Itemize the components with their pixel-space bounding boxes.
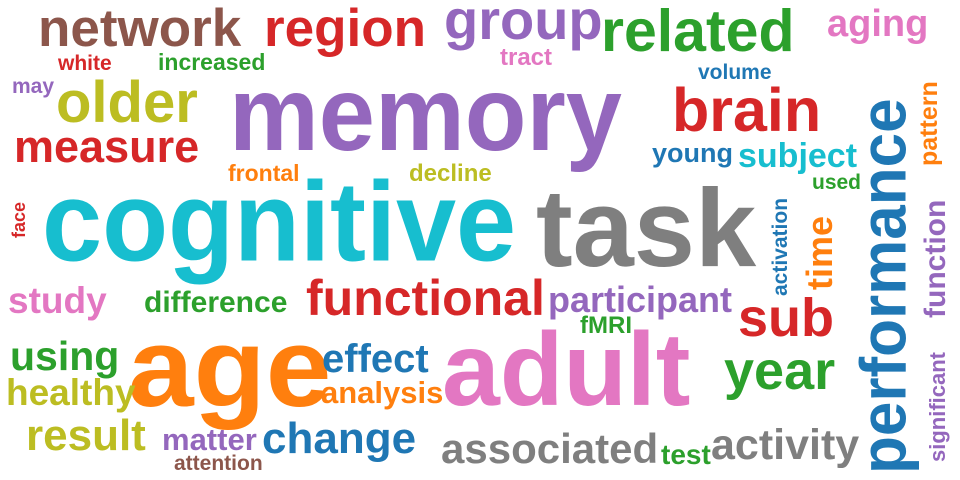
word-older: older bbox=[56, 70, 198, 135]
word-using: using bbox=[10, 333, 120, 379]
word-healthy: healthy bbox=[6, 372, 136, 413]
word-used: used bbox=[812, 171, 862, 194]
word-attention: attention bbox=[174, 452, 263, 475]
word-face: face bbox=[9, 201, 29, 238]
word-performance: performance bbox=[847, 98, 921, 474]
word-tract: tract bbox=[500, 44, 553, 71]
word-adult: adult bbox=[442, 312, 691, 428]
word-functional: functional bbox=[306, 270, 545, 326]
word-function: function bbox=[919, 199, 952, 318]
word-difference: difference bbox=[144, 286, 288, 319]
word-region: region bbox=[264, 0, 426, 58]
word-may: may bbox=[12, 75, 55, 98]
word-participant: participant bbox=[548, 279, 733, 320]
word-pattern: pattern bbox=[915, 81, 943, 166]
word-effect: effect bbox=[322, 337, 429, 381]
word-frontal: frontal bbox=[228, 160, 300, 186]
word-fMRI: fMRI bbox=[580, 312, 632, 339]
word-significant: significant bbox=[925, 351, 950, 462]
word-white: white bbox=[58, 52, 112, 75]
word-group: group bbox=[444, 0, 603, 51]
word-task: task bbox=[536, 167, 757, 290]
word-study: study bbox=[8, 280, 107, 321]
word-cognitive: cognitive bbox=[42, 157, 517, 285]
word-test: test bbox=[661, 439, 711, 470]
word-result: result bbox=[26, 411, 146, 460]
word-associated: associated bbox=[441, 425, 659, 472]
word-activation: activation bbox=[769, 197, 792, 296]
word-matter: matter bbox=[162, 422, 257, 457]
word-brain: brain bbox=[672, 76, 822, 144]
word-increased: increased bbox=[158, 49, 266, 75]
word-network: network bbox=[38, 0, 242, 58]
word-memory: memory bbox=[229, 55, 622, 174]
word-year: year bbox=[724, 341, 836, 401]
word-time: time bbox=[799, 215, 840, 290]
word-aging: aging bbox=[827, 3, 929, 45]
word-decline: decline bbox=[409, 160, 492, 187]
word-analysis: analysis bbox=[321, 375, 444, 410]
word-subject: subject bbox=[738, 137, 858, 175]
word-volume: volume bbox=[698, 61, 772, 84]
word-measure: measure bbox=[14, 121, 200, 172]
word-related: related bbox=[601, 0, 795, 64]
word-change: change bbox=[262, 414, 417, 463]
word-sub: sub bbox=[738, 288, 835, 348]
word-activity: activity bbox=[711, 421, 860, 469]
word-young: young bbox=[652, 138, 733, 168]
word-age: age bbox=[128, 305, 332, 431]
